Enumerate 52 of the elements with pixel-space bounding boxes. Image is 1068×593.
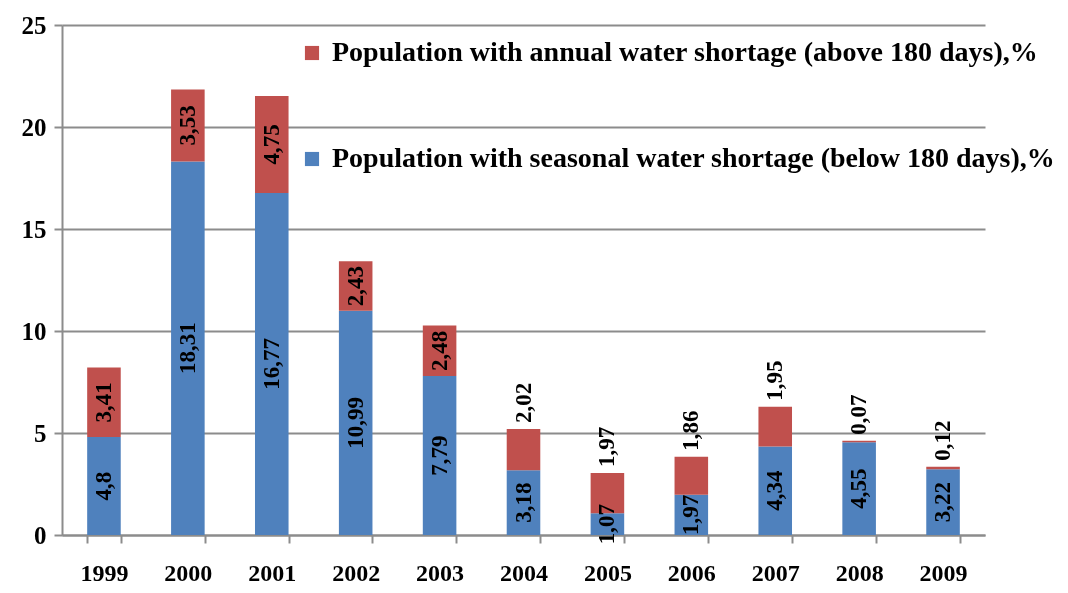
data-label: 1,97 <box>594 426 620 467</box>
y-tick-label: 5 <box>34 419 47 447</box>
data-label: 7,79 <box>426 435 452 476</box>
data-label: 4,55 <box>846 468 872 509</box>
x-tick-label: 1999 <box>80 559 129 586</box>
data-label: 1,07 <box>594 503 620 545</box>
data-label: 1,97 <box>678 494 704 536</box>
data-label: 3,41 <box>90 382 116 423</box>
y-tick-label: 10 <box>21 317 47 345</box>
bar <box>758 446 793 535</box>
bar <box>254 95 289 193</box>
bar <box>338 310 373 535</box>
data-label: 0,12 <box>930 420 956 461</box>
bar <box>87 437 121 535</box>
data-label: 1,95 <box>762 360 788 401</box>
legend-label: Population with annual water shortage (above 180 days),% <box>332 36 1038 67</box>
data-label: 3,53 <box>174 105 200 146</box>
x-tick-label: 2002 <box>332 559 381 586</box>
y-tick-label: 20 <box>21 113 47 141</box>
bar <box>254 192 289 535</box>
x-tick-label: 2007 <box>751 559 800 586</box>
data-label: 10,99 <box>342 397 368 449</box>
x-tick-label: 2009 <box>919 559 968 586</box>
bar <box>842 442 876 535</box>
data-label: 18,31 <box>174 322 200 375</box>
y-tick-label: 0 <box>34 521 47 549</box>
y-tick-label: 25 <box>21 11 47 39</box>
bar <box>674 456 709 495</box>
x-tick-label: 2008 <box>835 559 884 586</box>
data-label: 3,22 <box>930 482 956 523</box>
data-label: 4,75 <box>258 124 284 165</box>
x-tick-label: 2006 <box>667 559 716 586</box>
bar <box>506 428 541 471</box>
data-label: 16,77 <box>258 338 284 390</box>
data-label: 2,48 <box>426 330 452 371</box>
x-tick-label: 2001 <box>248 559 297 586</box>
bar <box>422 376 457 535</box>
data-label: 4,8 <box>90 471 116 501</box>
data-label: 0,07 <box>846 394 872 435</box>
x-tick-label: 2000 <box>164 559 213 586</box>
x-tick-label: 2005 <box>583 559 632 586</box>
data-label: 2,43 <box>342 265 368 307</box>
data-label: 4,34 <box>762 470 788 511</box>
data-label: 3,18 <box>510 482 536 523</box>
legend-label: Population with seasonal water shortage (below 180 days),% <box>332 142 1055 173</box>
data-label: 1,86 <box>678 410 704 451</box>
x-tick-label: 2004 <box>500 559 548 586</box>
bar <box>758 406 793 447</box>
x-tick-label: 2003 <box>416 559 465 586</box>
y-tick-label: 15 <box>21 215 47 243</box>
bar <box>171 161 205 535</box>
data-label: 2,02 <box>510 382 536 423</box>
